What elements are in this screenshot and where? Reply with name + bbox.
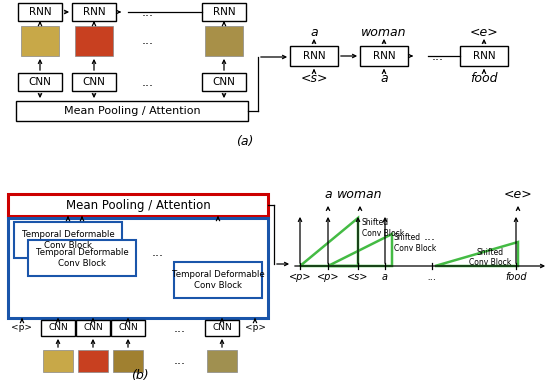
Text: ...: ... [174,354,186,367]
Text: (b): (b) [131,369,149,382]
Text: CNN: CNN [83,323,103,332]
Bar [21,26,59,56]
Text: Mean Pooling / Attention: Mean Pooling / Attention [66,198,210,212]
Text: Temporal Deformable
Conv Block: Temporal Deformable Conv Block [36,248,128,268]
Text: <p>: <p> [288,272,311,282]
Text: Shifted
Conv Block: Shifted Conv Block [362,218,404,238]
FancyBboxPatch shape [205,320,239,336]
FancyBboxPatch shape [111,320,145,336]
FancyBboxPatch shape [8,194,268,216]
Text: <s>: <s> [347,272,369,282]
FancyBboxPatch shape [202,73,246,91]
Text: CNN: CNN [118,323,138,332]
FancyBboxPatch shape [14,222,122,258]
Bar [207,350,237,372]
Text: Shifted
Conv Block: Shifted Conv Block [469,248,511,267]
Text: CNN: CNN [212,323,232,332]
Text: Temporal Deformable
Conv Block: Temporal Deformable Conv Block [22,230,114,250]
Text: a: a [380,71,388,85]
Text: CNN: CNN [213,77,235,87]
Text: RNN: RNN [83,7,105,17]
Text: (a): (a) [236,134,254,147]
Text: food: food [470,71,498,85]
Text: <s>: <s> [300,71,328,85]
Bar [78,350,108,372]
Text: <p>: <p> [12,323,32,332]
Text: a: a [382,272,388,282]
Text: woman: woman [337,188,383,201]
FancyBboxPatch shape [76,320,110,336]
Text: RNN: RNN [473,51,496,61]
Bar [43,350,73,372]
Text: <p>: <p> [244,323,266,332]
Text: CNN: CNN [83,77,105,87]
Bar [205,26,243,56]
Text: Temporal Deformable
Conv Block: Temporal Deformable Conv Block [172,270,264,290]
Bar [75,26,113,56]
Text: ...: ... [174,322,186,335]
Text: RNN: RNN [213,7,235,17]
FancyBboxPatch shape [202,3,246,21]
FancyBboxPatch shape [460,46,508,66]
Text: <p>: <p> [317,272,339,282]
FancyBboxPatch shape [8,218,268,318]
Text: ...: ... [142,34,154,47]
Text: CNN: CNN [48,323,68,332]
FancyBboxPatch shape [41,320,75,336]
Text: Mean Pooling / Attention: Mean Pooling / Attention [64,106,200,116]
FancyBboxPatch shape [290,46,338,66]
Text: ...: ... [427,272,437,282]
Text: food: food [505,272,527,282]
FancyBboxPatch shape [16,101,248,121]
Text: a: a [310,25,318,39]
FancyBboxPatch shape [28,240,136,276]
Text: RNN: RNN [28,7,51,17]
Text: ...: ... [432,49,444,63]
FancyBboxPatch shape [18,73,62,91]
FancyBboxPatch shape [72,3,116,21]
FancyBboxPatch shape [174,262,262,298]
Text: CNN: CNN [28,77,51,87]
Text: Shifted
Conv Block: Shifted Conv Block [394,233,436,253]
Text: ...: ... [424,230,436,242]
Text: RNN: RNN [373,51,395,61]
Text: <e>: <e> [504,188,532,201]
FancyBboxPatch shape [18,3,62,21]
FancyBboxPatch shape [72,73,116,91]
Text: ...: ... [142,5,154,19]
Text: <e>: <e> [470,25,498,39]
Text: RNN: RNN [302,51,325,61]
Text: a: a [324,188,332,201]
Text: woman: woman [361,25,407,39]
Text: ...: ... [152,247,164,259]
FancyBboxPatch shape [360,46,408,66]
Text: ...: ... [142,76,154,88]
Bar [113,350,143,372]
